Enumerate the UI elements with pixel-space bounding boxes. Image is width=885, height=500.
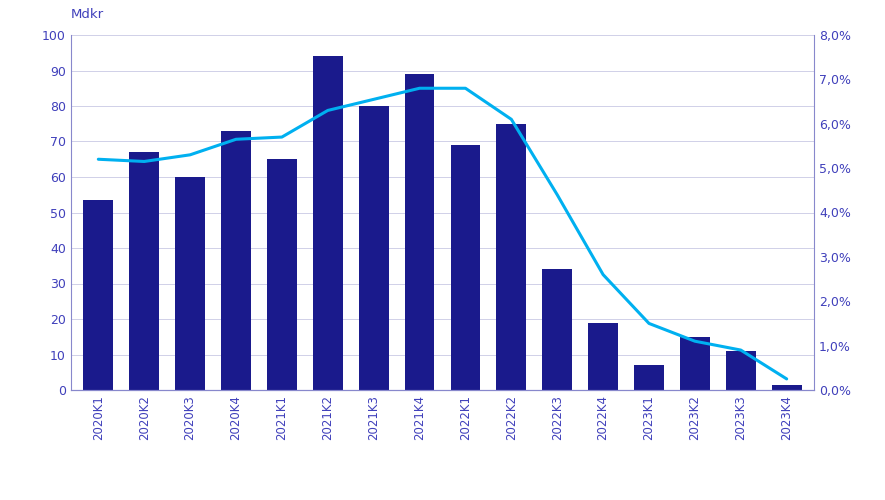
- Bar: [221, 131, 251, 390]
- Bar: [267, 159, 296, 390]
- Bar: [404, 74, 435, 390]
- Bar: [589, 322, 618, 390]
- Bar: [543, 270, 572, 390]
- Bar: [175, 177, 205, 390]
- Text: Mdkr: Mdkr: [71, 8, 104, 21]
- Bar: [358, 106, 389, 390]
- Bar: [772, 384, 802, 390]
- Bar: [726, 351, 756, 390]
- Bar: [680, 337, 710, 390]
- Bar: [313, 56, 342, 390]
- Bar: [129, 152, 159, 390]
- Bar: [496, 124, 527, 390]
- Bar: [83, 200, 113, 390]
- Bar: [634, 365, 664, 390]
- Legend: Transaktioner (vänster), Årlig tillväxttakt (höger): Transaktioner (vänster), Årlig tillväxtt…: [234, 496, 651, 500]
- Bar: [450, 145, 481, 390]
